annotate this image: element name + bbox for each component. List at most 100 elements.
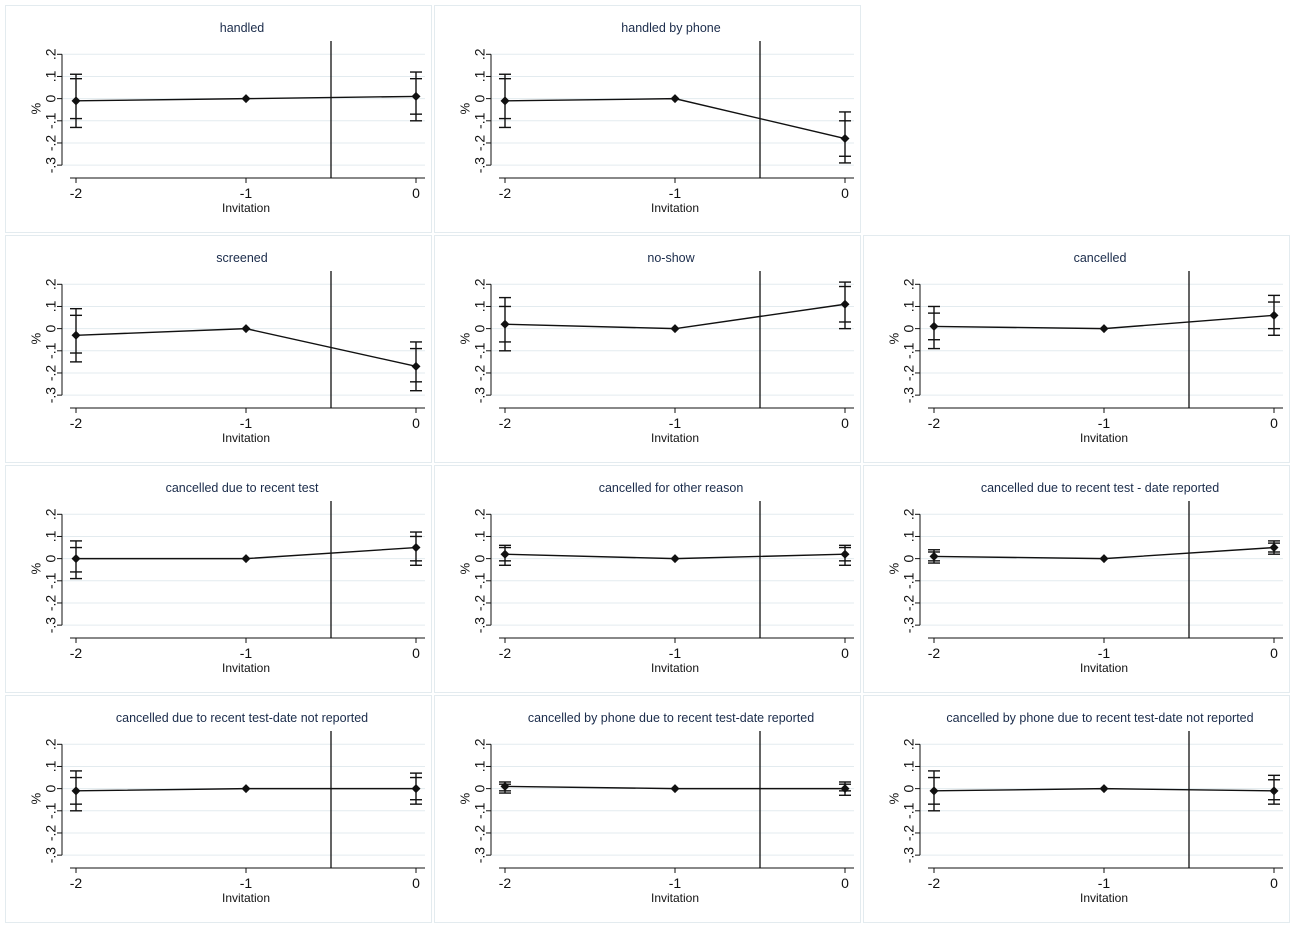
data-point	[1099, 324, 1109, 334]
y-tick-label: -.1	[901, 802, 917, 819]
x-tick-label: -1	[1098, 875, 1111, 891]
y-tick-label: .2	[43, 48, 59, 60]
x-axis-label: Invitation	[222, 661, 270, 675]
data-point	[500, 96, 510, 106]
y-tick-label: .1	[472, 530, 488, 542]
y-tick-label: -.3	[43, 387, 59, 404]
data-point	[929, 551, 939, 561]
y-axis-label: %	[886, 562, 901, 574]
y-tick-label: .2	[43, 508, 59, 520]
x-axis-label: Invitation	[651, 661, 699, 675]
x-tick-label: -1	[1098, 415, 1111, 431]
chart-panel: screened -.3 -.2 -.1 0 .1 .2% -2 -1 0 Invitation	[5, 235, 432, 463]
y-tick-label: .2	[472, 508, 488, 520]
chart-title: cancelled due to recent test - date repo…	[981, 481, 1219, 495]
y-tick-label: .1	[472, 300, 488, 312]
y-tick-label: -.1	[472, 112, 488, 129]
y-tick-label: -.1	[43, 342, 59, 359]
x-tick-label: -1	[669, 645, 682, 661]
x-axis-label: Invitation	[1080, 891, 1128, 905]
chart-panel: handled -.3 -.2 -.1 0 .1 .2% -2 -1 0 Invitation	[5, 5, 432, 233]
chart-svg: cancelled by phone due to recent test-da…	[886, 711, 1283, 905]
x-tick-label: 0	[412, 415, 420, 431]
x-tick-label: -2	[70, 185, 83, 201]
data-point	[1269, 786, 1279, 796]
y-tick-label: -.2	[472, 135, 488, 152]
y-tick-label: 0	[43, 325, 59, 333]
y-axis-label: %	[28, 792, 43, 804]
data-point	[840, 549, 850, 559]
series-line	[504, 97, 846, 140]
y-tick-label: .1	[43, 70, 59, 82]
y-tick-label: -.1	[901, 572, 917, 589]
y-tick-label: -.2	[901, 595, 917, 612]
chart-panel: cancelled due to recent test - date repo…	[863, 465, 1290, 693]
x-tick-label: -2	[499, 875, 512, 891]
x-tick-label: 0	[412, 645, 420, 661]
x-tick-label: -1	[669, 185, 682, 201]
y-axis-label: %	[886, 792, 901, 804]
x-tick-label: -1	[240, 415, 253, 431]
data-point	[411, 784, 421, 794]
x-tick-label: -2	[70, 875, 83, 891]
y-tick-label: -.2	[472, 365, 488, 382]
chart-svg: cancelled -.3 -.2 -.1 0 .1 .2% -2 -1 0 Invitation	[886, 251, 1283, 445]
y-tick-label: .2	[472, 48, 488, 60]
x-axis-label: Invitation	[1080, 431, 1128, 445]
x-axis-label: Invitation	[222, 201, 270, 215]
chart-title: cancelled due to recent test	[166, 481, 319, 495]
chart-panel: no-show -.3 -.2 -.1 0 .1 .2% -2 -1 0 Invitation	[434, 235, 861, 463]
y-tick-label: 0	[472, 325, 488, 333]
data-point	[1269, 310, 1279, 320]
y-tick-label: -.1	[43, 112, 59, 129]
y-axis-label: %	[457, 102, 472, 114]
y-tick-label: -.2	[43, 595, 59, 612]
chart-svg: cancelled by phone due to recent test-da…	[457, 711, 854, 905]
y-axis-label: %	[457, 792, 472, 804]
x-tick-label: 0	[841, 185, 849, 201]
y-axis-label: %	[28, 102, 43, 114]
y-tick-label: .1	[472, 760, 488, 772]
y-tick-label: .2	[472, 278, 488, 290]
y-tick-label: -.2	[43, 825, 59, 842]
x-tick-label: -1	[669, 875, 682, 891]
y-tick-label: .1	[43, 760, 59, 772]
y-tick-label: 0	[901, 555, 917, 563]
chart-svg: cancelled for other reason -.3 -.2 -.1 0 .1 .2…	[457, 481, 854, 675]
chart-panel: handled by phone -.3 -.2 -.1 0 .1 .2% -2 -1 0 Invi…	[434, 5, 861, 233]
x-tick-label: 0	[841, 415, 849, 431]
chart-svg: cancelled due to recent test-date not re…	[28, 711, 425, 905]
chart-panel: cancelled by phone due to recent test-da…	[434, 695, 861, 923]
y-tick-label: -.1	[43, 572, 59, 589]
x-tick-label: -1	[240, 875, 253, 891]
x-axis-label: Invitation	[222, 431, 270, 445]
y-tick-label: -.3	[472, 847, 488, 864]
data-point	[411, 91, 421, 101]
chart-title: cancelled for other reason	[599, 481, 744, 495]
y-tick-label: -.1	[472, 572, 488, 589]
x-axis-label: Invitation	[1080, 661, 1128, 675]
x-tick-label: -2	[499, 415, 512, 431]
chart-title: cancelled by phone due to recent test-da…	[528, 711, 814, 725]
x-axis-label: Invitation	[651, 431, 699, 445]
chart-title: no-show	[647, 251, 695, 265]
chart-panel: cancelled due to recent test -.3 -.2 -.1 0 .1…	[5, 465, 432, 693]
data-point	[71, 554, 81, 564]
x-tick-label: 0	[412, 875, 420, 891]
y-tick-label: -.1	[901, 342, 917, 359]
y-tick-label: 0	[472, 555, 488, 563]
x-tick-label: -2	[499, 185, 512, 201]
x-tick-label: -2	[928, 875, 941, 891]
y-axis-label: %	[457, 332, 472, 344]
y-tick-label: -.3	[472, 387, 488, 404]
data-point	[241, 784, 251, 794]
data-point	[840, 299, 850, 309]
chart-title: cancelled by phone due to recent test-da…	[946, 711, 1253, 725]
y-axis-label: %	[28, 332, 43, 344]
chart-svg: no-show -.3 -.2 -.1 0 .1 .2% -2 -1 0 Invitation	[457, 251, 854, 445]
y-tick-label: -.3	[901, 387, 917, 404]
y-tick-label: 0	[901, 785, 917, 793]
y-tick-label: .2	[472, 738, 488, 750]
data-point	[929, 321, 939, 331]
x-axis-label: Invitation	[651, 891, 699, 905]
